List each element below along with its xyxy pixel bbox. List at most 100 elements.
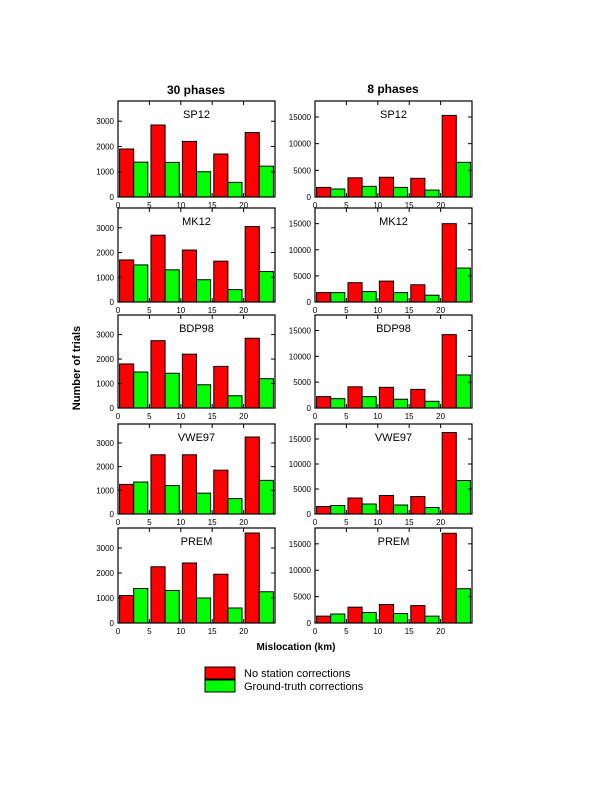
legend-label-gt-corrections: Ground-truth corrections [244,681,364,693]
y-tick-label: 5000 [293,378,311,387]
panel-frame [117,423,276,515]
x-tick-label: 20 [436,518,445,527]
panel-title: VWE97 [178,432,215,444]
bar-gt-corrections [424,400,440,409]
bar-gt-corrections [196,384,212,409]
x-tick-label: 15 [208,201,217,210]
bar-gt-corrections [393,186,409,198]
bar-gt-corrections [455,480,471,515]
y-tick-label: 15000 [289,327,312,336]
panel-prem-8-phases: 5000 10000 15000 00 5 10 15 20 PREM [289,527,473,636]
x-tick-label: 20 [239,306,248,315]
x-tick-label: 5 [147,306,152,315]
x-tick-label: 10 [176,627,185,636]
bar-gt-corrections [164,269,180,303]
y-tick-label: 3000 [96,439,114,448]
bar-no-corrections [150,340,166,409]
y-tick-label: 10000 [289,352,312,361]
x-tick-label: 20 [239,518,248,527]
panel-sp12-8-phases: 5000 10000 15000 00 5 10 15 20 SP12 [289,100,473,210]
panel-frame [314,100,473,198]
x-tick-label: 20 [436,306,445,315]
panel-title: SP12 [183,109,210,121]
x-tick-label: 10 [176,201,185,210]
x-tick-label: 0 [116,627,121,636]
x-tick-label: 5 [147,518,152,527]
x-tick-label: 0 [313,627,318,636]
y-tick-label: 1000 [96,168,114,177]
legend-swatch-gt-corrections [204,679,236,693]
panel-vwe97-30-phases: 1000 2000 3000 00 5 10 15 20 VWE97 [96,423,276,527]
bar-no-corrections [150,124,166,198]
bar-no-corrections [244,226,260,303]
bar-gt-corrections [196,279,212,303]
bar-no-corrections [441,532,457,624]
panel-frame [117,314,276,409]
bar-no-corrections [316,615,332,624]
bar-no-corrections [244,436,260,515]
panel-frame [117,527,276,624]
bar-no-corrections [378,386,394,409]
x-tick-label: 15 [405,306,414,315]
bar-gt-corrections [361,396,377,409]
bar-gt-corrections [455,267,471,303]
bar-gt-corrections [133,371,149,409]
bar-no-corrections [181,454,197,515]
bar-gt-corrections [196,492,212,515]
x-tick-label: 15 [208,412,217,421]
x-tick-label: 0 [116,306,121,315]
column-title-30-phases: 30 phases [167,83,225,97]
y-tick-label: 0 [307,298,312,307]
bar-no-corrections [378,495,394,515]
bar-gt-corrections [133,161,149,198]
y-tick-label: 1000 [96,273,114,282]
y-tick-label: 5000 [293,593,311,602]
bar-gt-corrections [258,165,274,198]
panel-mk12-8-phases: 5000 10000 15000 00 5 10 15 20 MK12 [289,207,473,315]
y-tick-label: 1000 [96,594,114,603]
y-tick-label: 10000 [289,246,312,255]
y-tick-label: 3000 [96,117,114,126]
y-tick-label: 2000 [96,142,114,151]
bar-gt-corrections [424,294,440,303]
legend-swatch-no-corrections [204,666,236,680]
x-tick-label: 10 [176,306,185,315]
x-tick-label: 5 [147,412,152,421]
bar-no-corrections [316,396,332,409]
x-tick-label: 15 [405,518,414,527]
y-tick-label: 15000 [289,435,312,444]
y-tick-label: 10000 [289,460,312,469]
y-tick-label: 0 [110,193,115,202]
y-tick-label: 10000 [289,566,312,575]
panel-sp12-30-phases: 1000 2000 3000 00 5 10 15 20 SP12 [96,100,276,210]
bar-no-corrections [410,605,426,624]
y-tick-label: 2000 [96,249,114,258]
y-tick-label: 1000 [96,380,114,389]
x-tick-label: 10 [373,518,382,527]
bar-gt-corrections [330,613,346,624]
y-tick-label: 0 [110,619,115,628]
x-tick-label: 20 [436,412,445,421]
bar-gt-corrections [330,292,346,303]
x-tick-label: 15 [208,306,217,315]
bar-gt-corrections [361,291,377,303]
x-tick-label: 5 [344,201,349,210]
y-tick-label: 0 [307,619,312,628]
column-title-8-phases: 8 phases [367,82,419,96]
panel-bdp98-8-phases: 5000 10000 15000 00 5 10 15 20 BDP98 [289,314,473,421]
bar-no-corrections [378,176,394,198]
bar-gt-corrections [196,171,212,198]
bar-gt-corrections [393,292,409,303]
y-tick-label: 0 [307,510,312,519]
x-tick-label: 0 [313,518,318,527]
x-tick-label: 5 [344,518,349,527]
y-tick-label: 10000 [289,140,312,149]
panel-bdp98-30-phases: 1000 2000 3000 00 5 10 15 20 BDP98 [96,314,276,421]
bar-no-corrections [119,483,135,515]
x-tick-label: 10 [176,412,185,421]
bar-no-corrections [378,280,394,303]
panel-title: BDP98 [376,323,411,335]
y-tick-label: 3000 [96,224,114,233]
bar-gt-corrections [330,505,346,515]
